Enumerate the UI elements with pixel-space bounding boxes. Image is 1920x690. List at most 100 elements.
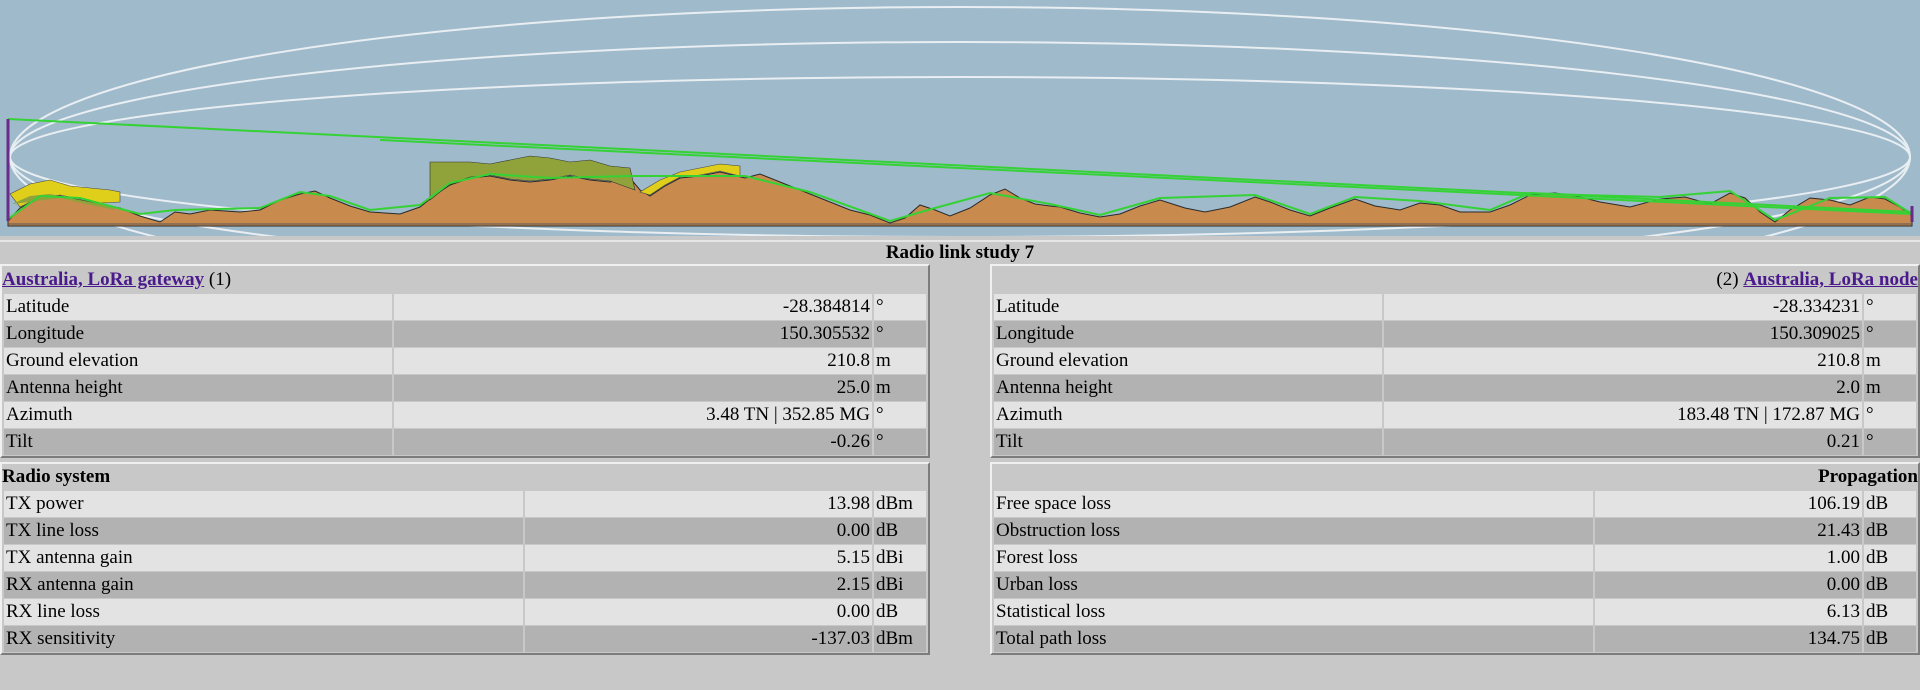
site-2-panel: (2) Australia, LoRa node Latitude -28.334…: [990, 264, 1920, 458]
row-unit: °: [874, 321, 926, 347]
table-row: RX antenna gain 2.15 dBi: [4, 572, 926, 598]
row-value: -28.384814: [394, 294, 872, 320]
table-row: Tilt 0.21 °: [994, 429, 1916, 455]
row-label: Forest loss: [994, 545, 1593, 571]
table-row: Urban loss 0.00 dB: [994, 572, 1916, 598]
row-value: 210.8: [1384, 348, 1862, 374]
row-label: Azimuth: [4, 402, 392, 428]
table-row: TX antenna gain 5.15 dBi: [4, 545, 926, 571]
row-value: 2.15: [525, 572, 872, 598]
row-label: Ground elevation: [4, 348, 392, 374]
row-value: 2.0: [1384, 375, 1862, 401]
radio-system-title: Radio system: [2, 464, 928, 490]
row-value: 134.75: [1595, 626, 1862, 652]
table-row: Total path loss 134.75 dB: [994, 626, 1916, 652]
table-row: Latitude -28.334231 °: [994, 294, 1916, 320]
table-row: RX line loss 0.00 dB: [4, 599, 926, 625]
row-value: 5.15: [525, 545, 872, 571]
row-label: Latitude: [994, 294, 1382, 320]
row-value: 106.19: [1595, 491, 1862, 517]
table-row: Latitude -28.384814 °: [4, 294, 926, 320]
table-row: Ground elevation 210.8 m: [4, 348, 926, 374]
terrain-profile-chart: [0, 0, 1920, 236]
row-value: 3.48 TN | 352.85 MG: [394, 402, 872, 428]
row-unit: dB: [1864, 599, 1916, 625]
table-row: Antenna height 2.0 m: [994, 375, 1916, 401]
row-value: 1.00: [1595, 545, 1862, 571]
row-unit: °: [874, 294, 926, 320]
row-label: TX line loss: [4, 518, 523, 544]
site-1-index: (1): [208, 269, 232, 290]
row-label: Free space loss: [994, 491, 1593, 517]
row-label: RX sensitivity: [4, 626, 523, 652]
row-unit: m: [1864, 348, 1916, 374]
table-row: Obstruction loss 21.43 dB: [994, 518, 1916, 544]
row-unit: °: [1864, 321, 1916, 347]
row-unit: dB: [1864, 572, 1916, 598]
row-unit: dB: [1864, 491, 1916, 517]
row-value: 150.309025: [1384, 321, 1862, 347]
row-value: -0.26: [394, 429, 872, 455]
row-unit: m: [874, 348, 926, 374]
table-row: Longitude 150.305532 °: [4, 321, 926, 347]
row-unit: °: [874, 402, 926, 428]
table-row: Tilt -0.26 °: [4, 429, 926, 455]
row-unit: °: [874, 429, 926, 455]
row-label: Antenna height: [994, 375, 1382, 401]
site-2-table: Latitude -28.334231 ° Longitude 150.309025 ° G…: [992, 293, 1918, 456]
table-row: Ground elevation 210.8 m: [994, 348, 1916, 374]
table-row: Azimuth 183.48 TN | 172.87 MG °: [994, 402, 1916, 428]
row-value: 21.43: [1595, 518, 1862, 544]
row-unit: °: [1864, 294, 1916, 320]
row-value: 0.00: [1595, 572, 1862, 598]
table-row: Antenna height 25.0 m: [4, 375, 926, 401]
site-1-link[interactable]: Australia, LoRa gateway: [2, 269, 205, 290]
fresnel-zone-inner: [9, 76, 1911, 236]
row-unit: °: [1864, 402, 1916, 428]
row-label: RX line loss: [4, 599, 523, 625]
line-of-sight: [7, 118, 1913, 213]
row-unit: dB: [874, 518, 926, 544]
table-row: RX sensitivity -137.03 dBm: [4, 626, 926, 652]
terrain-edge: [7, 172, 1913, 223]
row-unit: dB: [1864, 545, 1916, 571]
table-row: Statistical loss 6.13 dB: [994, 599, 1916, 625]
row-value: 0.00: [525, 599, 872, 625]
row-value: -137.03: [525, 626, 872, 652]
row-value: 183.48 TN | 172.87 MG: [1384, 402, 1862, 428]
propagation-title: Propagation: [992, 464, 1918, 490]
row-label: Latitude: [4, 294, 392, 320]
site-2-index: (2): [1716, 269, 1739, 290]
row-label: TX antenna gain: [4, 545, 523, 571]
row-unit: dBm: [874, 626, 926, 652]
row-value: 0.21: [1384, 429, 1862, 455]
row-label: Azimuth: [994, 402, 1382, 428]
table-row: Longitude 150.309025 °: [994, 321, 1916, 347]
site-1-header: Australia, LoRa gateway (1): [2, 266, 928, 293]
row-unit: dBi: [874, 545, 926, 571]
table-row: TX line loss 0.00 dB: [4, 518, 926, 544]
row-label: Tilt: [994, 429, 1382, 455]
row-label: Tilt: [4, 429, 392, 455]
row-unit: °: [1864, 429, 1916, 455]
site-2-header: (2) Australia, LoRa node: [992, 266, 1918, 293]
study-title: Radio link study 7: [0, 240, 1920, 264]
site-1-table: Latitude -28.384814 ° Longitude 150.305532 ° G…: [2, 293, 928, 456]
row-value: 6.13: [1595, 599, 1862, 625]
line-of-sight-lower: [379, 139, 1913, 215]
table-row: TX power 13.98 dBm: [4, 491, 926, 517]
row-unit: dB: [874, 599, 926, 625]
row-label: Ground elevation: [994, 348, 1382, 374]
row-label: Longitude: [994, 321, 1382, 347]
row-value: 210.8: [394, 348, 872, 374]
propagation-table: Free space loss 106.19 dB Obstruction loss 2…: [992, 490, 1918, 653]
site-1-panel: Australia, LoRa gateway (1) Latitude -28.…: [0, 264, 930, 458]
table-row: Azimuth 3.48 TN | 352.85 MG °: [4, 402, 926, 428]
table-row: Free space loss 106.19 dB: [994, 491, 1916, 517]
row-value: 150.305532: [394, 321, 872, 347]
row-unit: dBm: [874, 491, 926, 517]
radio-system-table: TX power 13.98 dBm TX line loss 0.00 dB TX ant…: [2, 490, 928, 653]
row-unit: dB: [1864, 518, 1916, 544]
site-2-link[interactable]: Australia, LoRa node: [1743, 269, 1918, 290]
row-value: 25.0: [394, 375, 872, 401]
